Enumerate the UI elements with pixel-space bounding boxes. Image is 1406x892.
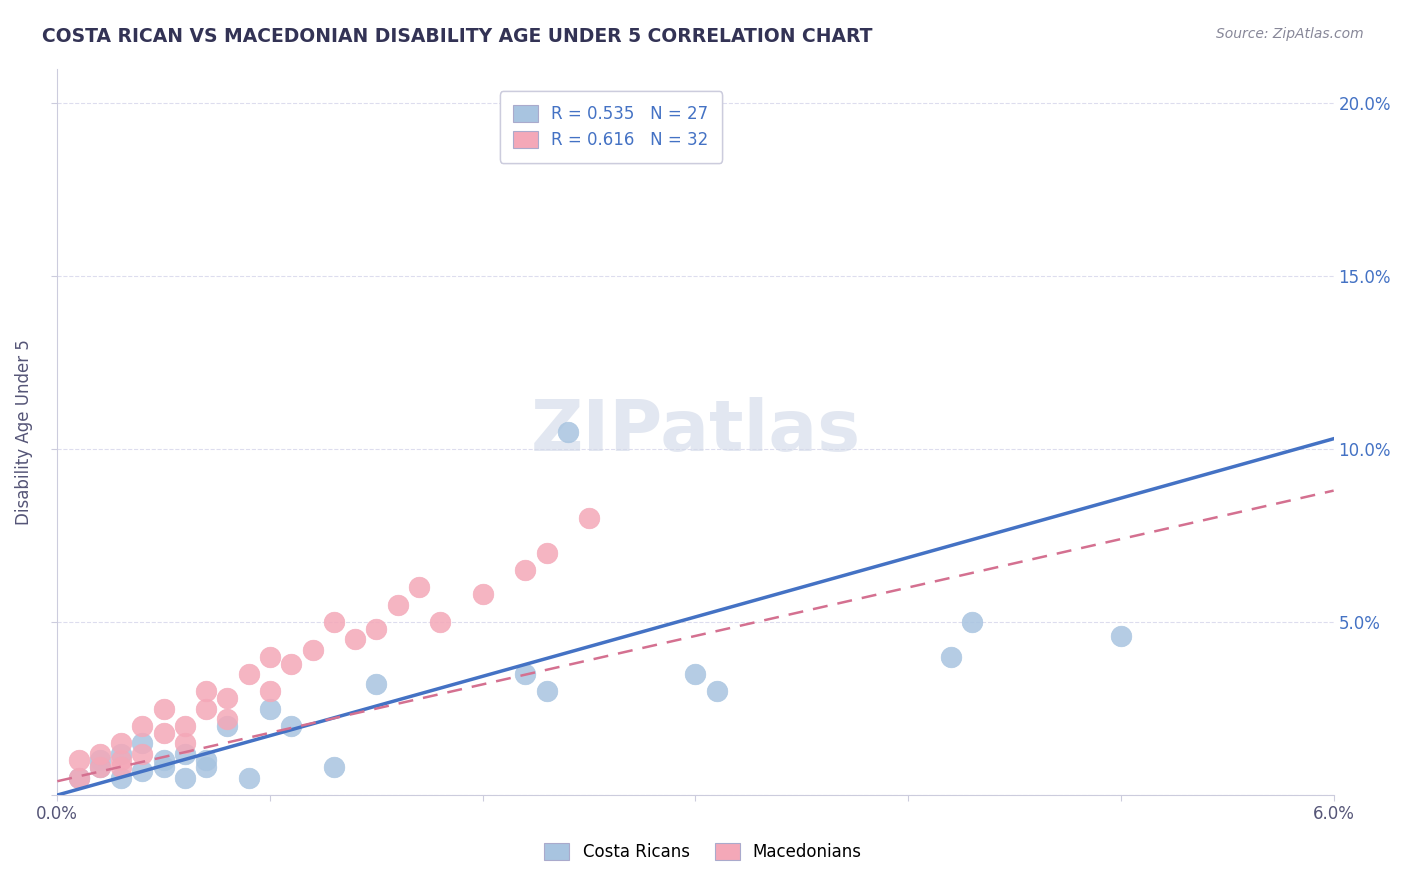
Point (259, 649, 281, 664)
Point (89, 754, 111, 768)
Point (536, 684, 558, 698)
Point (280, 719, 302, 733)
Point (131, 719, 153, 733)
Point (152, 726, 174, 740)
Point (67, 754, 90, 768)
Point (152, 760, 174, 774)
Point (217, 712, 239, 726)
Point (195, 760, 218, 774)
Point (429, 615, 451, 629)
Point (322, 615, 344, 629)
Point (217, 691, 239, 706)
Point (322, 760, 344, 774)
Point (960, 615, 983, 629)
Point (152, 754, 174, 768)
Point (195, 684, 218, 698)
Point (1109, 629, 1132, 643)
Point (174, 736, 197, 750)
Point (939, 649, 962, 664)
Point (131, 747, 153, 761)
Point (536, 546, 558, 560)
Point (706, 684, 728, 698)
Point (110, 747, 132, 761)
Point (578, 511, 600, 525)
Point (195, 701, 218, 715)
Point (174, 719, 197, 733)
Point (131, 736, 153, 750)
Point (238, 667, 260, 681)
Point (110, 771, 132, 785)
Point (366, 677, 388, 691)
Point (238, 771, 260, 785)
Legend: R = 0.535   N = 27, R = 0.616   N = 32: R = 0.535 N = 27, R = 0.616 N = 32 (499, 91, 721, 162)
Point (195, 754, 218, 768)
Point (515, 667, 537, 681)
Point (89, 747, 111, 761)
Point (471, 587, 494, 601)
Text: COSTA RICAN VS MACEDONIAN DISABILITY AGE UNDER 5 CORRELATION CHART: COSTA RICAN VS MACEDONIAN DISABILITY AGE… (42, 27, 873, 45)
Point (110, 736, 132, 750)
Point (131, 764, 153, 778)
Point (110, 760, 132, 774)
Legend: Costa Ricans, Macedonians: Costa Ricans, Macedonians (531, 830, 875, 875)
Point (387, 598, 409, 612)
Point (280, 657, 302, 671)
Point (301, 642, 323, 657)
Point (89, 760, 111, 774)
Point (685, 667, 707, 681)
Point (366, 622, 388, 636)
Point (89, 760, 111, 774)
Text: Source: ZipAtlas.com: Source: ZipAtlas.com (1216, 27, 1364, 41)
Point (557, 425, 579, 439)
Point (344, 632, 367, 647)
Point (110, 754, 132, 768)
Point (152, 701, 174, 715)
Y-axis label: Disability Age Under 5: Disability Age Under 5 (15, 339, 32, 524)
Point (174, 747, 197, 761)
Point (174, 771, 197, 785)
Point (67, 771, 90, 785)
Point (259, 684, 281, 698)
Text: ZIPatlas: ZIPatlas (530, 397, 860, 467)
Point (67, 771, 90, 785)
Point (259, 701, 281, 715)
Point (217, 719, 239, 733)
Point (515, 563, 537, 577)
Point (408, 581, 430, 595)
